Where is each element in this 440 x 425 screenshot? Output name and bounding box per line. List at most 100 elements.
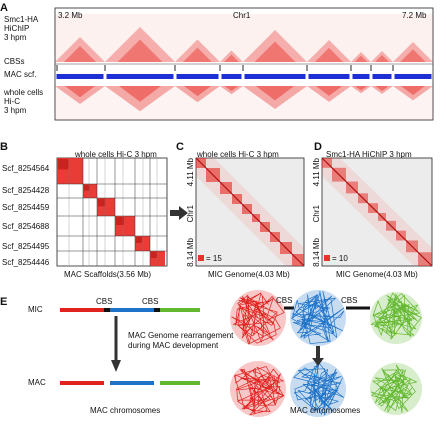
track-mac-label: MAC scf.	[4, 70, 37, 79]
panel-c-legend: = 15	[206, 254, 222, 263]
down-arrow-icon-2	[312, 346, 324, 366]
scaffold-label-6: Scf_8254446	[2, 258, 50, 267]
tad-triangle-top	[105, 27, 175, 62]
mac-scaffold-bar	[372, 74, 392, 79]
scaffold-label-2: Scf_8254428	[2, 186, 50, 195]
mac-scaffold-bar	[56, 74, 104, 79]
panel-d-legend-swatch	[324, 255, 330, 261]
track-hichip-label-1: Smc1-HA	[4, 15, 39, 24]
diagonal-line	[291, 253, 305, 267]
panel-c-xlabel: MIC Genome(4.03 Mb)	[208, 270, 290, 279]
panel-c-legend-swatch	[198, 255, 204, 261]
diagonal-line	[405, 240, 419, 253]
panel-b-title: whole cells Hi-C 3 hpm	[75, 150, 157, 159]
diagonal-line	[385, 220, 397, 232]
scaffold-label-5: Scf_8254495	[2, 242, 50, 251]
hic-triangles	[55, 86, 433, 120]
diagonal-line	[395, 230, 407, 241]
panel-b-xlabel: MAC Scaffolds(3.56 Mb)	[64, 270, 151, 279]
tad-triangle-top	[175, 39, 220, 62]
cbs-label-4: CBS	[341, 296, 358, 305]
panel-d-y-top: 4.11 Mb	[312, 158, 321, 187]
coord-end: 7.2 Mb	[402, 11, 427, 20]
panel-e-letter: E	[0, 296, 8, 308]
tad-core-top	[117, 39, 163, 62]
tad-core-bottom	[255, 86, 295, 101]
chromatin-red-top	[230, 290, 286, 346]
track-cbs-label: CBSs	[4, 57, 25, 66]
panel-c-y-bottom: 8.14 Mb	[186, 238, 195, 267]
diagonal-line	[259, 221, 271, 233]
ball-fiber	[370, 292, 422, 340]
tad-triangle-top	[243, 30, 307, 62]
mac-scaffold-bar	[176, 74, 219, 79]
ball-fiber	[293, 362, 345, 416]
chromatin-green-bottom	[370, 363, 422, 415]
scaffold-label-4: Scf_8254688	[2, 222, 50, 231]
tad-core-top	[224, 54, 239, 62]
hichip-background	[55, 14, 433, 62]
panel-d-xlabel: MIC Genome(4.03 Mb)	[336, 270, 418, 279]
tad-core-top	[64, 46, 96, 62]
scaffold-block-core	[58, 159, 69, 170]
tad-core-bottom	[224, 86, 239, 92]
tad-triangle-top	[220, 50, 243, 62]
mic-chromosome-bar	[60, 308, 200, 312]
diagonal-line	[417, 251, 433, 267]
panel-d-title: Smc1-HA HiChIP 3 hpm	[326, 150, 412, 159]
mac-scaffold-bar	[244, 74, 306, 79]
tad-triangle-top	[393, 42, 433, 62]
panel-c-title: whole cells Hi-C 3 hpm	[197, 150, 279, 159]
tad-core-top	[314, 47, 344, 62]
diagonal-line	[251, 213, 261, 223]
panel-b-letter: B	[0, 141, 8, 153]
diagonal-line	[231, 193, 243, 205]
tad-triangle-top	[351, 52, 371, 62]
diagonal-line	[377, 212, 387, 222]
mac-scaffold-bars	[56, 74, 432, 79]
scaffold-block-core	[116, 217, 124, 225]
arrow-text-2: during MAC development	[128, 341, 219, 350]
scaffold-block-core	[136, 237, 142, 243]
tad-core-bottom	[401, 86, 425, 95]
ball-fiber	[370, 364, 417, 413]
diagonal-line	[205, 167, 221, 183]
tad-triangle-top	[55, 37, 105, 62]
diagonal-line	[321, 157, 333, 169]
mac-label: MAC	[28, 378, 46, 387]
diagonal-line	[331, 167, 347, 182]
panel-d-y-bottom: 8.14 Mb	[312, 238, 321, 267]
diagonal-line	[195, 157, 207, 169]
tad-core-bottom	[184, 86, 211, 97]
ball-fiber	[291, 290, 345, 345]
scaffold-block-core	[151, 252, 157, 258]
panel-b-heatmap	[56, 157, 168, 267]
mic-label: MIC	[28, 305, 43, 314]
hichip-triangles	[55, 14, 433, 62]
panel-c-y-top: 4.11 Mb	[186, 158, 195, 187]
panel-c-y-mid: Chr1	[186, 205, 195, 223]
panel-a-genome-browser	[54, 7, 434, 121]
down-arrow-icon	[111, 316, 121, 372]
panel-d-heatmap	[321, 157, 433, 267]
chromatin-illustration	[230, 290, 422, 417]
mac-scaffold-bar	[394, 74, 432, 79]
panel-c-letter: C	[176, 141, 184, 153]
mac-scaffold-bar	[221, 74, 242, 79]
mac-chromosomes-right: MAC chromosomes	[290, 406, 361, 415]
coord-start: 3.2 Mb	[58, 11, 83, 20]
track-hic-label-3: 3 hpm	[4, 106, 27, 115]
diagonal-line	[367, 202, 379, 214]
tad-core-top	[374, 54, 390, 62]
diagonal-line	[357, 192, 369, 204]
mac-scaffold-bar	[106, 74, 174, 79]
panel-d-letter: D	[314, 141, 322, 153]
tad-core-top	[354, 55, 368, 62]
diagonal-line	[269, 231, 281, 243]
chromatin-red-bottom	[230, 361, 286, 417]
mac-chromosome-bars	[60, 381, 200, 385]
track-hichip-label-2: HiChIP	[4, 24, 30, 33]
tad-core-bottom	[65, 86, 95, 98]
tad-core-bottom	[315, 86, 343, 96]
